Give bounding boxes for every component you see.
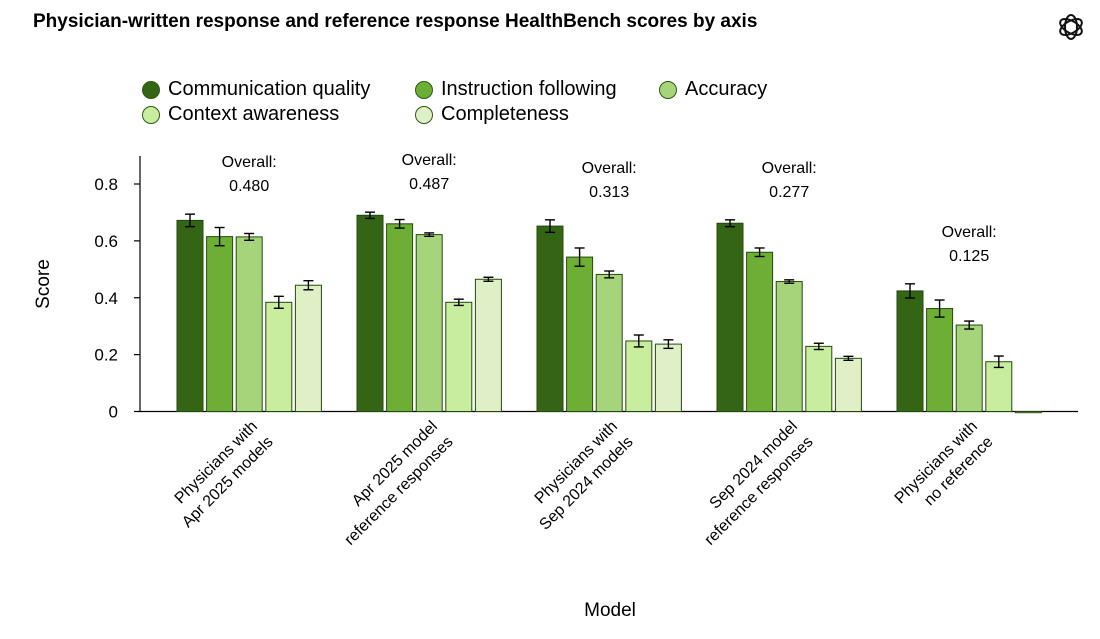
legend-item: Completeness xyxy=(415,103,569,126)
overall-label: Overall: xyxy=(942,224,997,241)
bar xyxy=(386,223,414,412)
bar xyxy=(176,219,204,412)
bar xyxy=(896,290,924,412)
x-axis-label: Model xyxy=(584,600,636,621)
legend-label: Accuracy xyxy=(685,78,768,100)
legend-label: Context awareness xyxy=(168,103,340,125)
bar xyxy=(805,345,833,412)
overall-value: 0.480 xyxy=(229,178,269,195)
bar xyxy=(235,236,263,412)
bar xyxy=(595,273,623,412)
bar xyxy=(294,284,322,412)
bar xyxy=(206,236,234,412)
legend-swatch xyxy=(415,80,433,99)
bar xyxy=(474,278,502,412)
bar xyxy=(625,340,653,413)
legend-swatch xyxy=(142,80,160,99)
y-tick-label: 0.2 xyxy=(94,346,118,365)
bar xyxy=(955,324,983,412)
legend-item: Accuracy xyxy=(659,78,767,101)
legend-item: Context awareness xyxy=(142,103,339,126)
bar xyxy=(985,361,1013,412)
bar xyxy=(746,251,774,412)
legend-swatch xyxy=(415,105,433,124)
bar xyxy=(716,222,744,412)
legend-label: Communication quality xyxy=(168,78,371,100)
bar xyxy=(536,225,564,412)
y-tick-label: 0.6 xyxy=(94,232,118,251)
bar xyxy=(415,234,443,412)
y-tick-label: 0 xyxy=(109,403,118,422)
openai-logo-icon xyxy=(1059,14,1083,40)
bar xyxy=(1014,411,1042,414)
overall-label: Overall: xyxy=(402,152,457,169)
legend-swatch xyxy=(659,80,677,99)
y-tick-label: 0.4 xyxy=(94,289,118,308)
bar xyxy=(265,301,293,412)
y-axis-label: Score xyxy=(33,259,54,309)
bar xyxy=(834,357,862,412)
legend-item: Communication quality xyxy=(142,78,370,101)
overall-label: Overall: xyxy=(222,154,277,171)
bar xyxy=(775,281,803,412)
overall-value: 0.277 xyxy=(769,184,809,201)
bar xyxy=(654,343,682,412)
overall-label: Overall: xyxy=(582,160,637,177)
bar xyxy=(926,308,954,412)
overall-label: Overall: xyxy=(762,160,817,177)
bar xyxy=(445,301,473,412)
legend-swatch xyxy=(142,105,160,124)
overall-value: 0.125 xyxy=(949,248,989,265)
y-tick-label: 0.8 xyxy=(94,175,118,194)
bar xyxy=(566,256,594,412)
legend-item: Instruction following xyxy=(415,78,617,101)
bar xyxy=(356,214,384,412)
chart-title: Physician-written response and reference… xyxy=(33,11,758,32)
overall-value: 0.313 xyxy=(589,184,629,201)
legend-label: Instruction following xyxy=(441,78,617,100)
legend-label: Completeness xyxy=(441,103,569,125)
overall-value: 0.487 xyxy=(409,176,449,193)
